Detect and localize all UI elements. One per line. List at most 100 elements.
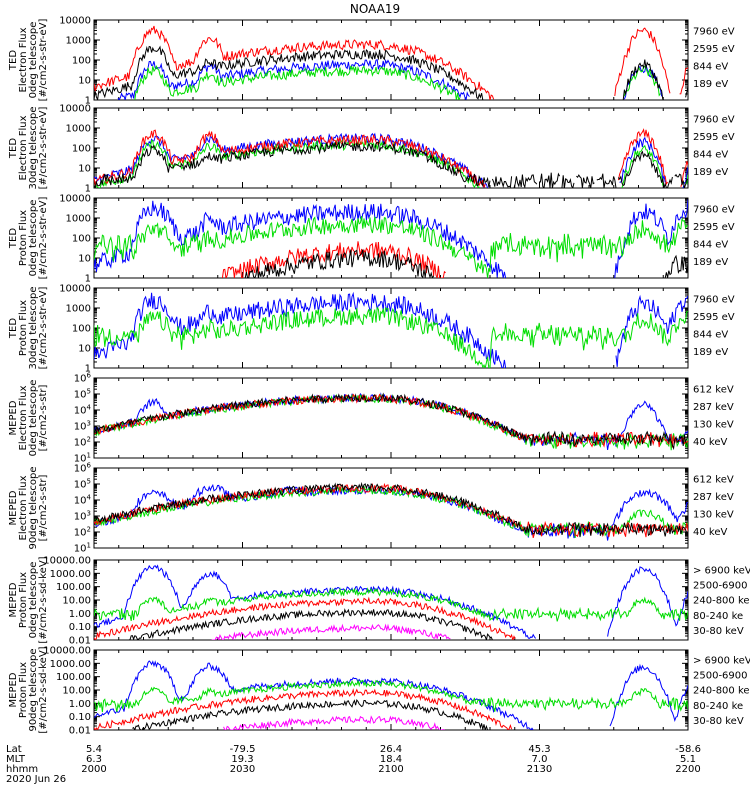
y-tick-label-base: 10 (74, 422, 87, 433)
y-tick-label: 10.00 (62, 686, 91, 697)
y-tick-label: 103 (74, 420, 91, 433)
y-tick-label: 100 (72, 234, 91, 245)
series-2595-ev (94, 25, 688, 100)
y-axis-label: MEPEDProton Flux90deg telescope[#/cm2-s-… (8, 646, 49, 733)
series-130-kev (94, 485, 688, 538)
y-tick-label: 1.00 (69, 699, 91, 710)
y-tick-label-base: 1000 (66, 36, 91, 47)
series-30-80-kev (94, 564, 688, 639)
y-tick-label-base: 10 (78, 344, 91, 355)
y-tick-label-exp: 1 (87, 542, 91, 550)
y-tick-label: 10000 (59, 104, 91, 115)
legend-entry: 189 eV (693, 257, 728, 268)
footer-mlt-value: 18.4 (380, 754, 402, 765)
y-tick-label-base: 1000.00 (50, 569, 91, 580)
y-tick-label: 101 (74, 542, 91, 555)
legend-entry: 240-800 ke (693, 596, 750, 607)
y-tick-label: 103 (74, 510, 91, 523)
y-tick-label-base: 10 (74, 438, 87, 449)
y-tick-label-base: 1000.00 (50, 659, 91, 670)
footer-mlt-value: 5.1 (680, 754, 696, 765)
y-tick-label: 1 (85, 364, 91, 375)
legend-entry: > 6900 keV (693, 656, 750, 667)
y-tick-label: 10 (78, 254, 91, 265)
y-tick-label-base: 1 (85, 274, 91, 285)
series-240-800-ke (94, 596, 516, 640)
series-287-kev (94, 482, 688, 539)
panel-3: 1 10 100 1000 10000 TEDProton Flux0deg telesc… (8, 194, 735, 285)
y-tick-label-base: 10 (74, 512, 87, 523)
legend-entry: 40 keV (693, 437, 727, 448)
y-tick-label: 106 (74, 462, 92, 475)
panel-1: 1 10 100 1000 10000 TEDElectron Flux0deg tele… (8, 16, 735, 107)
y-tick-label: 10000 (59, 16, 91, 27)
y-axis-label-line: [#/cm2-s-sd-keV] (38, 646, 49, 733)
y-axis-label-line: [#/cm2-s-str-eV] (38, 107, 49, 190)
legend-entry: 844 eV (693, 329, 728, 340)
series--6900-kev (223, 715, 445, 730)
y-tick-label-base: 1000 (66, 304, 91, 315)
legend-entry: 2500-6900 (693, 671, 748, 682)
y-tick-label-base: 10000.00 (43, 556, 91, 567)
footer-hhmm-value: 2000 (81, 764, 106, 775)
y-axis-label-line: Proton Flux (18, 572, 29, 628)
legend-entry: 80-240 ke (693, 701, 743, 712)
y-tick-label: 104 (74, 494, 92, 507)
series-189-ev (94, 291, 688, 368)
y-tick-label-base: 1 (85, 96, 91, 107)
legend-entry: 7960 eV (693, 115, 735, 126)
y-tick-label-exp: 6 (87, 462, 92, 470)
y-axis-label-line: MEPED (8, 490, 19, 525)
legend-entry: 844 eV (693, 61, 728, 72)
legend-entry: 7960 eV (693, 27, 735, 38)
y-axis-label-line: 30deg telescope (28, 106, 39, 189)
y-tick-label-base: 1 (85, 184, 91, 195)
legend-entry: 189 eV (693, 347, 728, 358)
legend-entry: 130 keV (693, 509, 734, 520)
y-tick-label: 0.01 (69, 636, 91, 647)
footer-row-label: Lat (6, 744, 22, 755)
y-axis-label-line: MEPED (8, 672, 19, 707)
y-tick-label: 1000 (66, 36, 91, 47)
y-axis-label: TEDElectron Flux0deg telescope[#/cm2-s-s… (8, 19, 49, 102)
y-axis-label-line: TED (8, 318, 19, 339)
y-tick-label: 10.00 (62, 596, 91, 607)
y-tick-label-base: 1 (85, 364, 91, 375)
footer-lat-value: 26.4 (380, 744, 402, 755)
y-axis-label-line: [#/cm2-s-str] (38, 474, 49, 541)
y-axis-label-line: 90deg telescope (28, 466, 39, 549)
y-tick-label-base: 10 (78, 76, 91, 87)
y-tick-label-exp: 4 (87, 404, 92, 412)
y-tick-label-base: 1000 (66, 124, 91, 135)
series-2500-6900 (132, 699, 490, 730)
footer-hhmm-value: 2100 (378, 764, 403, 775)
y-axis-label-line: [#/cm2-s-str-eV] (38, 287, 49, 370)
y-tick-label-base: 10000.00 (43, 646, 91, 657)
y-axis-label-line: Electron Flux (18, 385, 29, 450)
y-axis-label-line: Proton Flux (18, 300, 29, 356)
y-axis-label-line: MEPED (8, 400, 19, 435)
y-axis-label-line: 90deg telescope (28, 648, 39, 731)
y-tick-label-base: 10 (74, 406, 87, 417)
y-tick-label-base: 10 (78, 164, 91, 175)
y-tick-label: 100 (72, 56, 91, 67)
y-tick-label: 0.10 (69, 622, 91, 633)
footer-hhmm-value: 2130 (527, 764, 552, 775)
footer-lat-value: -79.5 (230, 744, 256, 755)
y-axis-label-line: Electron Flux (18, 27, 29, 92)
legend-entry: 130 keV (693, 419, 734, 430)
panel-7: 0.010.101.0010.00100.001000.0010000.00ME… (8, 556, 750, 647)
y-axis-label-line: [#/cm2-s-str-eV] (38, 197, 49, 280)
y-tick-label-base: 0.01 (69, 636, 91, 647)
y-tick-label-base: 10 (78, 254, 91, 265)
y-axis-label-line: 0deg telescope (28, 562, 39, 639)
y-axis-label-line: 0deg telescope (28, 200, 39, 277)
y-axis-label-line: 30deg telescope (28, 286, 39, 369)
panel-4: 1 10 100 1000 10000 TEDProton Flux30deg teles… (8, 284, 735, 375)
y-axis-label-line: MEPED (8, 582, 19, 617)
y-axis-label: TEDElectron Flux30deg telescope[#/cm2-s-… (8, 106, 49, 189)
y-axis-label-line: [#/cm2-s-str] (38, 384, 49, 451)
y-tick-label: 100 (72, 144, 91, 155)
